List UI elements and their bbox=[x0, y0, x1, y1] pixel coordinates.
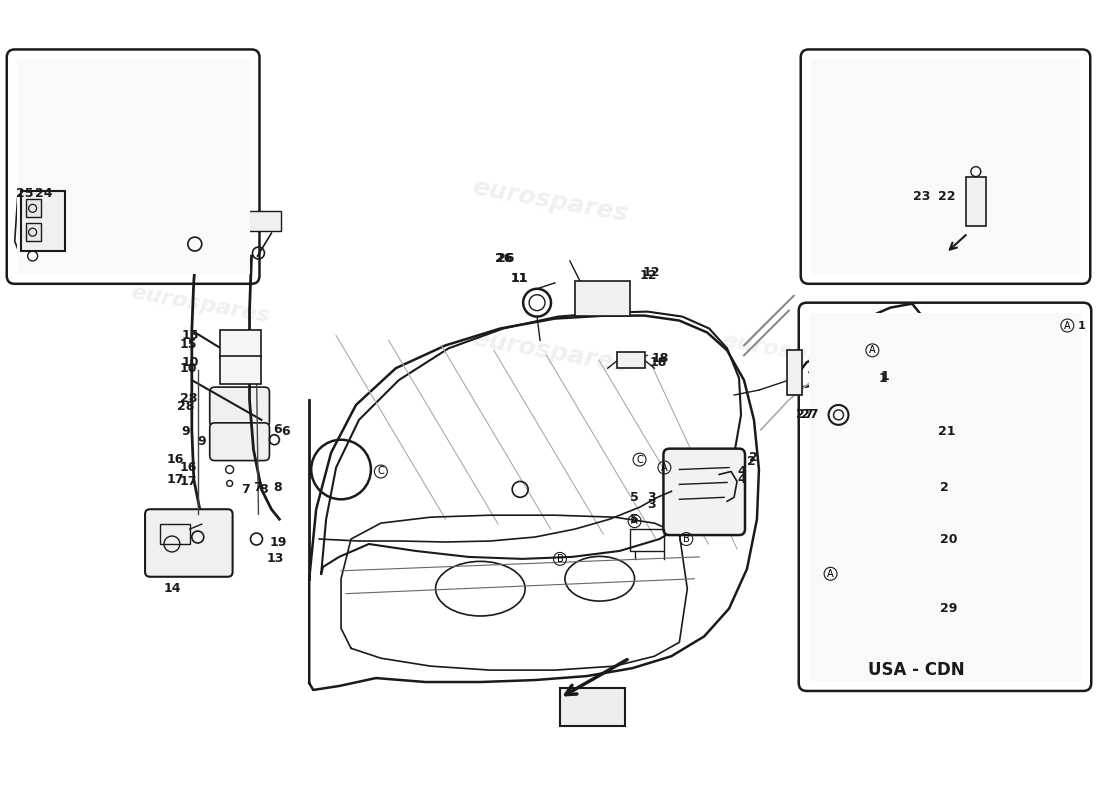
Bar bbox=[160, 524, 190, 544]
Bar bbox=[21, 191, 66, 251]
Text: 24: 24 bbox=[34, 187, 52, 200]
Text: 3: 3 bbox=[648, 491, 656, 504]
Text: USA - CDN: USA - CDN bbox=[868, 661, 965, 679]
Text: 2: 2 bbox=[940, 481, 949, 494]
Text: 16: 16 bbox=[167, 453, 185, 466]
Text: 9: 9 bbox=[198, 435, 207, 448]
Text: 6: 6 bbox=[274, 423, 282, 436]
Bar bbox=[808, 313, 1081, 681]
Bar bbox=[560, 688, 625, 726]
Text: 14: 14 bbox=[164, 582, 182, 595]
Text: 12: 12 bbox=[642, 266, 660, 279]
FancyBboxPatch shape bbox=[834, 552, 933, 636]
FancyBboxPatch shape bbox=[210, 423, 270, 461]
Text: A: A bbox=[1064, 321, 1070, 330]
Bar bbox=[25, 199, 41, 218]
FancyBboxPatch shape bbox=[210, 387, 270, 427]
Text: 2: 2 bbox=[747, 455, 756, 468]
Text: 4: 4 bbox=[737, 465, 746, 478]
Text: C: C bbox=[636, 454, 642, 465]
Text: A: A bbox=[661, 462, 668, 473]
Text: 18: 18 bbox=[651, 352, 669, 365]
FancyBboxPatch shape bbox=[663, 449, 745, 535]
Text: 5: 5 bbox=[629, 491, 638, 504]
Text: eurospares: eurospares bbox=[470, 176, 630, 227]
Text: 25: 25 bbox=[15, 187, 33, 200]
Text: 28: 28 bbox=[180, 391, 197, 405]
Text: 9: 9 bbox=[182, 426, 190, 438]
Text: 21: 21 bbox=[938, 426, 956, 438]
Bar bbox=[786, 350, 802, 395]
Bar bbox=[25, 223, 41, 241]
Text: 7: 7 bbox=[253, 481, 262, 494]
Bar bbox=[617, 352, 645, 368]
Text: 17: 17 bbox=[167, 473, 185, 486]
Text: 11: 11 bbox=[510, 272, 528, 286]
Text: 6: 6 bbox=[282, 426, 290, 438]
Text: 26: 26 bbox=[495, 253, 513, 266]
Text: 8: 8 bbox=[260, 483, 268, 496]
Text: eurospares: eurospares bbox=[470, 326, 630, 378]
Text: 1: 1 bbox=[878, 372, 887, 385]
Text: 17: 17 bbox=[180, 475, 197, 488]
Bar bbox=[236, 211, 282, 231]
Text: 11: 11 bbox=[510, 272, 528, 286]
Bar bbox=[16, 59, 250, 274]
Bar bbox=[575, 281, 629, 315]
Bar bbox=[811, 59, 1080, 274]
Text: B: B bbox=[683, 534, 690, 544]
Bar bbox=[629, 529, 664, 551]
Text: 15: 15 bbox=[182, 329, 199, 342]
Text: 1: 1 bbox=[880, 370, 889, 382]
Text: eurospares: eurospares bbox=[719, 330, 861, 374]
Text: 29: 29 bbox=[940, 602, 957, 615]
Text: 22: 22 bbox=[938, 190, 956, 203]
Text: C: C bbox=[377, 466, 384, 477]
Text: 15: 15 bbox=[180, 338, 197, 351]
Text: 5: 5 bbox=[629, 513, 638, 526]
Text: 10: 10 bbox=[180, 362, 197, 374]
FancyBboxPatch shape bbox=[145, 510, 232, 577]
Text: 19: 19 bbox=[270, 535, 287, 549]
Text: 10: 10 bbox=[182, 356, 199, 369]
Text: 12: 12 bbox=[639, 270, 657, 282]
Bar bbox=[220, 330, 262, 358]
Text: 8: 8 bbox=[274, 481, 282, 494]
Text: A: A bbox=[827, 569, 834, 578]
Text: 23: 23 bbox=[913, 190, 931, 203]
Text: 7: 7 bbox=[242, 483, 251, 496]
Text: 28: 28 bbox=[177, 401, 195, 414]
Text: 20: 20 bbox=[940, 533, 957, 546]
Text: 13: 13 bbox=[266, 552, 284, 566]
Text: 18: 18 bbox=[649, 356, 667, 369]
Text: A: A bbox=[631, 516, 638, 526]
Text: 4: 4 bbox=[737, 473, 746, 486]
Text: 2: 2 bbox=[749, 451, 758, 464]
Bar bbox=[966, 177, 986, 226]
Text: 27: 27 bbox=[796, 408, 814, 422]
FancyBboxPatch shape bbox=[849, 461, 927, 518]
Text: 16: 16 bbox=[180, 461, 197, 474]
Text: A: A bbox=[869, 346, 876, 355]
Text: B: B bbox=[557, 554, 563, 564]
Text: 3: 3 bbox=[648, 498, 656, 510]
Bar bbox=[220, 356, 262, 384]
Text: 27: 27 bbox=[801, 408, 818, 422]
Text: 26: 26 bbox=[497, 253, 515, 266]
Text: 1: 1 bbox=[1077, 321, 1085, 330]
Text: eurospares: eurospares bbox=[129, 282, 271, 326]
